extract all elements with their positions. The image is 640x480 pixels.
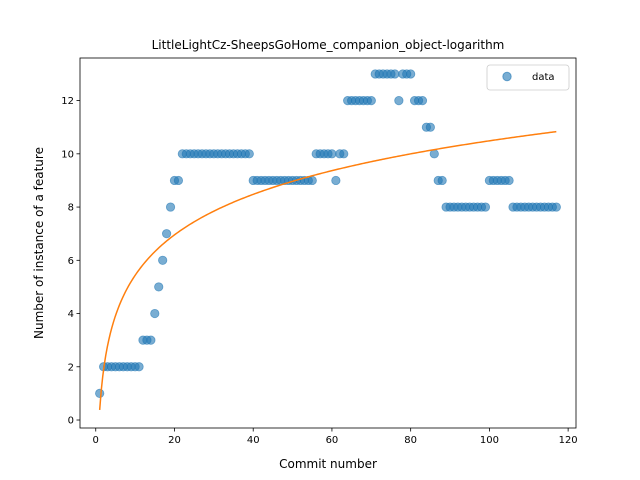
y-tick-label: 12 <box>61 96 74 107</box>
y-tick-label: 4 <box>68 309 74 320</box>
data-point <box>95 388 105 398</box>
data-point <box>244 149 254 159</box>
y-tick-label: 2 <box>68 362 74 373</box>
x-tick-label: 20 <box>168 435 181 446</box>
legend-label: data <box>532 72 555 83</box>
data-point <box>394 95 404 106</box>
data-point <box>417 95 428 106</box>
data-point <box>437 175 447 186</box>
data-point <box>406 69 416 79</box>
y-axis-label: Number of instance of a feature <box>32 147 46 339</box>
data-point <box>339 149 349 159</box>
x-tick-label: 120 <box>559 435 578 446</box>
y-axis: 0 2 4 6 8 10 12 <box>61 96 80 427</box>
x-tick-label: 100 <box>480 435 499 446</box>
y-tick-label: 10 <box>61 149 74 160</box>
data-point <box>307 175 317 186</box>
y-tick-label: 0 <box>68 416 74 427</box>
data-point <box>154 282 164 292</box>
data-point <box>173 175 184 186</box>
data-point <box>504 175 514 186</box>
x-axis-label: Commit number <box>279 457 377 471</box>
data-point <box>425 122 435 132</box>
data-point <box>150 308 160 319</box>
axes-frame <box>79 57 577 429</box>
fit-line <box>98 130 557 410</box>
x-axis: 0 20 40 60 80 100 120 <box>93 428 578 446</box>
x-tick-label: 40 <box>247 435 260 446</box>
data-point <box>327 149 337 159</box>
x-tick-label: 80 <box>404 435 417 446</box>
legend: data <box>486 64 570 91</box>
data-point <box>390 69 400 79</box>
x-tick-label: 60 <box>326 435 339 446</box>
y-tick-label: 8 <box>68 203 74 214</box>
data-point <box>165 202 176 212</box>
data-point <box>158 255 168 265</box>
data-point <box>480 202 491 212</box>
data-point <box>551 202 561 212</box>
chart-title: LittleLightCz-SheepsGoHome_companion_obj… <box>152 38 505 52</box>
plot-area <box>95 69 561 410</box>
data-point <box>146 335 156 345</box>
data-point <box>162 229 172 239</box>
legend-box <box>486 64 570 91</box>
x-tick-label: 0 <box>93 435 99 446</box>
data-point <box>331 175 341 186</box>
y-tick-label: 6 <box>68 256 74 267</box>
data-point <box>134 362 144 372</box>
data-point <box>366 95 376 106</box>
legend-marker <box>502 71 512 82</box>
